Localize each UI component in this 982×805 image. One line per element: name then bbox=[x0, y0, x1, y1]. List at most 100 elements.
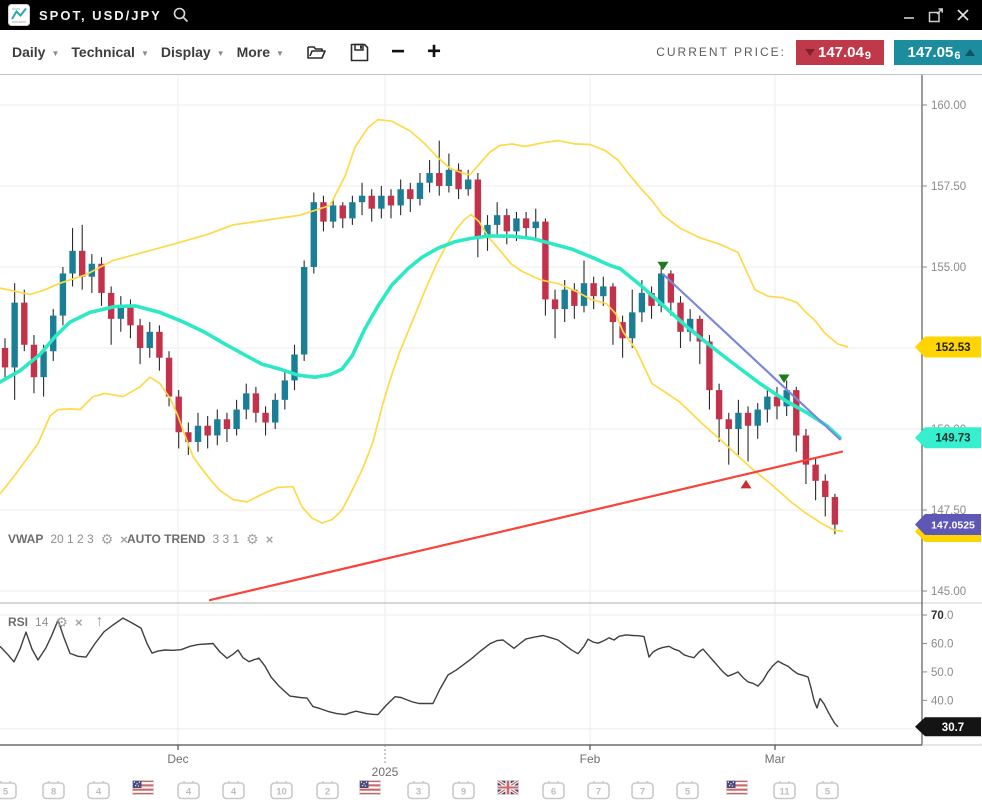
minimize-button[interactable] bbox=[900, 6, 918, 24]
svg-text:8: 8 bbox=[51, 787, 56, 798]
calendar-event-icon[interactable]: 7 bbox=[587, 780, 610, 805]
candle-body bbox=[378, 195, 385, 209]
rsi-value-badge bbox=[915, 717, 981, 737]
flag-us-icon[interactable] bbox=[132, 780, 155, 800]
search-icon[interactable] bbox=[172, 6, 190, 24]
save-icon[interactable] bbox=[350, 43, 369, 62]
calendar-event-icon[interactable]: 9 bbox=[452, 780, 475, 805]
candle-body bbox=[445, 169, 453, 186]
gear-icon[interactable]: ⚙ bbox=[100, 531, 114, 547]
ask-price-badge[interactable]: 147.05 6 bbox=[894, 39, 982, 65]
calendar-event-icon[interactable]: 3 bbox=[407, 780, 430, 805]
calendar-event-icon[interactable]: 8 bbox=[42, 780, 65, 805]
svg-text:7: 7 bbox=[640, 787, 645, 798]
candle-body bbox=[1, 348, 9, 368]
calendar-event-icon[interactable]: 11 bbox=[773, 780, 796, 805]
candle-body bbox=[493, 215, 501, 225]
close-icon[interactable]: × bbox=[74, 614, 83, 630]
menu-display[interactable]: Display ▼ bbox=[161, 44, 225, 60]
move-up-icon[interactable]: ↑ bbox=[95, 613, 104, 630]
candle-body bbox=[580, 283, 588, 306]
calendar-event-icon[interactable]: 7 bbox=[631, 780, 654, 805]
bid-price-pip: 9 bbox=[864, 49, 871, 62]
auto-trend-indicator-label: AUTO TREND 3 3 1 ⚙ × bbox=[127, 532, 273, 546]
candle-body bbox=[11, 302, 18, 368]
candle-body bbox=[349, 202, 356, 219]
calendar-event-icon[interactable]: 4 bbox=[87, 780, 110, 805]
candles-layer bbox=[1, 140, 839, 535]
candle-body bbox=[754, 409, 761, 426]
candle-body bbox=[783, 390, 790, 407]
calendar-event-icon[interactable]: 2 bbox=[316, 780, 339, 805]
candle-body bbox=[117, 305, 124, 319]
candle-body bbox=[455, 169, 462, 190]
rsi-tick-label: 50.0 bbox=[931, 667, 953, 679]
candle-body bbox=[21, 302, 28, 345]
chevron-down-icon: ▼ bbox=[51, 48, 60, 58]
chevron-down-icon: ▼ bbox=[216, 48, 225, 58]
candle-body bbox=[281, 380, 289, 400]
candle-body bbox=[609, 286, 617, 323]
calendar-event-icon[interactable]: 6 bbox=[542, 780, 565, 805]
flag-uk-icon[interactable] bbox=[496, 778, 520, 800]
calendar-event-icon[interactable]: 4 bbox=[177, 780, 200, 805]
x-axis-year-label: 2025 bbox=[372, 765, 399, 778]
calendar-event-icon[interactable]: 5 bbox=[816, 780, 839, 805]
candle-body bbox=[551, 299, 559, 310]
candle-body bbox=[561, 289, 568, 310]
trend-line-resistance[interactable] bbox=[661, 273, 842, 441]
price-value-badge bbox=[915, 336, 981, 358]
gear-icon[interactable]: ⚙ bbox=[55, 614, 68, 630]
close-button[interactable] bbox=[954, 6, 972, 24]
current-price-label: CURRENT PRICE: bbox=[656, 45, 786, 59]
candle-body bbox=[822, 480, 829, 498]
flag-us-icon[interactable] bbox=[726, 780, 749, 800]
candle-body bbox=[522, 218, 530, 229]
calendar-event-icon[interactable]: 10 bbox=[270, 780, 293, 805]
candle-body bbox=[291, 354, 298, 381]
menu-daily[interactable]: Daily ▼ bbox=[12, 44, 59, 60]
bollinger-upper-line bbox=[0, 118, 849, 348]
rsi-indicator-label: RSI 14 ⚙ × ↑ bbox=[8, 614, 104, 630]
svg-text:5: 5 bbox=[3, 787, 9, 798]
economic-events-row: 5 8 4 4 bbox=[0, 778, 982, 801]
zoom-in-button[interactable]: + bbox=[426, 38, 441, 65]
candle-body bbox=[715, 390, 723, 420]
price-value-badge-text: 147.0525 bbox=[931, 519, 975, 531]
bollinger-lower-line bbox=[0, 213, 844, 533]
price-chart: 160.00157.50155.00150.00147.50145.0070.0… bbox=[0, 75, 982, 779]
calendar-event-icon[interactable]: 5 bbox=[0, 780, 17, 805]
open-folder-icon[interactable] bbox=[306, 43, 328, 61]
svg-text:5: 5 bbox=[685, 787, 691, 798]
menu-technical[interactable]: Technical ▼ bbox=[71, 44, 148, 60]
candle-body bbox=[696, 318, 703, 342]
svg-text:5: 5 bbox=[825, 787, 831, 798]
candle-body bbox=[98, 263, 105, 293]
svg-text:7: 7 bbox=[596, 787, 601, 798]
candle-body bbox=[59, 273, 67, 316]
svg-text:11: 11 bbox=[779, 787, 790, 798]
candle-body bbox=[513, 218, 520, 232]
price-tick-label: 157.50 bbox=[931, 181, 966, 193]
candle-body bbox=[484, 224, 491, 238]
gear-icon[interactable]: ⚙ bbox=[246, 531, 259, 547]
sell-signal-icon bbox=[778, 374, 790, 383]
bid-price-badge[interactable]: 147.04 9 bbox=[796, 39, 884, 65]
zoom-out-button[interactable]: − bbox=[390, 38, 405, 65]
menu-more[interactable]: More ▼ bbox=[237, 44, 284, 60]
price-tick-label: 155.00 bbox=[931, 262, 966, 274]
candle-body bbox=[136, 325, 144, 348]
rsi-params: 14 bbox=[35, 615, 49, 629]
candle-body bbox=[40, 351, 47, 378]
calendar-event-icon[interactable]: 4 bbox=[222, 780, 245, 805]
popout-button[interactable] bbox=[927, 6, 945, 24]
close-icon[interactable]: × bbox=[265, 531, 274, 547]
candle-body bbox=[503, 215, 510, 232]
flag-us-icon[interactable] bbox=[359, 780, 382, 800]
rsi-tick-label: 70.0 bbox=[931, 610, 953, 622]
trend-line-support[interactable] bbox=[208, 450, 844, 602]
candle-body bbox=[243, 393, 250, 410]
candle-body bbox=[725, 419, 732, 429]
close-icon[interactable]: × bbox=[120, 531, 128, 547]
calendar-event-icon[interactable]: 5 bbox=[676, 780, 699, 805]
